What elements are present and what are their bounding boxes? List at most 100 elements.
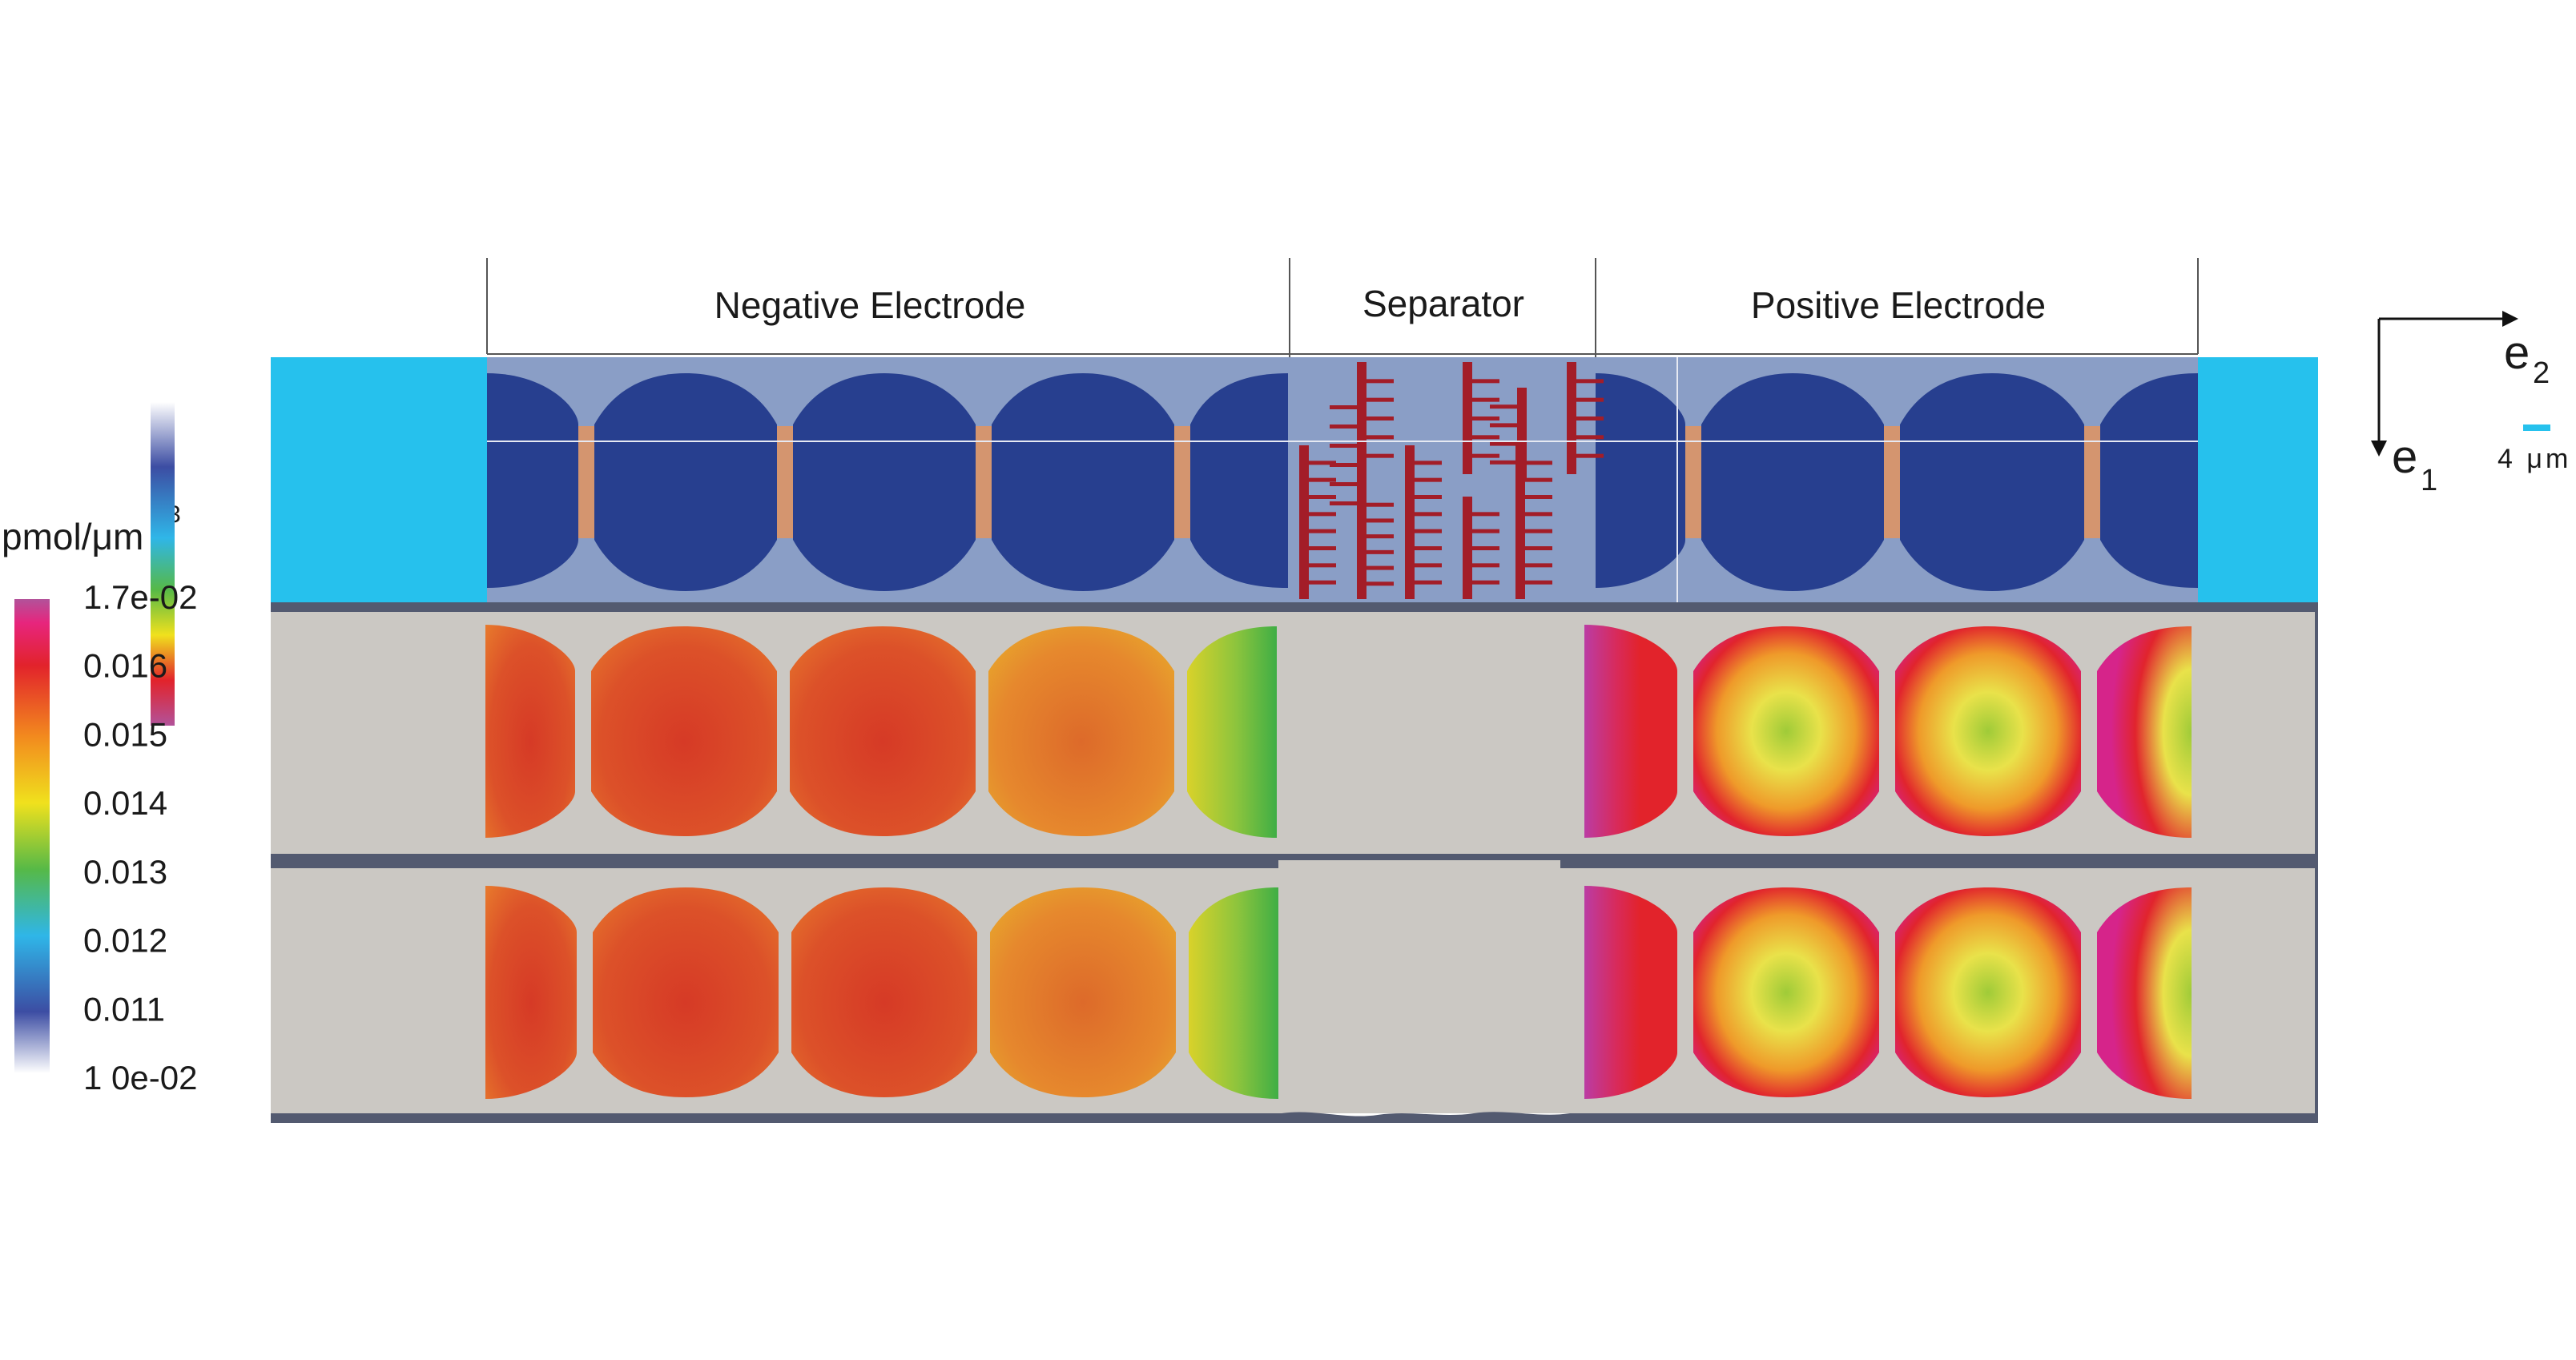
- binder-bridge: [2084, 426, 2100, 538]
- binder-bridge: [1685, 426, 1701, 538]
- colorbar-tick-label: 0.015: [83, 715, 167, 753]
- binder-bridge: [578, 426, 594, 538]
- separator-fiber-barb: [1330, 405, 1357, 409]
- binder-bridge: [777, 426, 793, 538]
- positive-particle-conc: [2097, 626, 2192, 838]
- separator-fiber-barb: [1525, 477, 1552, 482]
- separator-fiber: [1463, 497, 1472, 599]
- negative-particle: [992, 373, 1174, 591]
- scale-bar-label: 4 μm: [2498, 444, 2571, 474]
- separator-fiber-barb: [1366, 549, 1394, 554]
- colorbar-tick-labels: 1.7e-02 0.016 0.015 0.014 0.013 0.012 0.011 1 0…: [83, 578, 197, 1096]
- separator-fiber-barb: [1490, 460, 1517, 465]
- separator-fiber-barb: [1366, 379, 1394, 384]
- negative-electrode-label: Negative Electrode: [714, 284, 1026, 326]
- separator-fiber: [1515, 445, 1525, 599]
- colorbar-unit: pmol/μm: [2, 516, 143, 557]
- binder-bridge: [976, 426, 992, 538]
- separator-fiber-barb: [1576, 416, 1604, 420]
- separator-fiber-barb: [1415, 512, 1442, 517]
- colorbar-tick-label: 1.7e-02: [83, 578, 197, 616]
- binder-bridge: [1174, 426, 1190, 538]
- separator-fiber-barb: [1576, 379, 1604, 384]
- negative-particle: [487, 373, 578, 588]
- panel-bottom-edge: [1560, 854, 2318, 868]
- separator-fiber-barb: [1472, 453, 1499, 458]
- separator-fiber-barb: [1415, 529, 1442, 533]
- separator-fiber-barb: [1576, 453, 1604, 458]
- colorbar-unit-base: pmol/μm: [2, 516, 143, 557]
- panel-bottom-edge: [271, 854, 1278, 868]
- separator-fiber-barb: [1472, 416, 1499, 420]
- negative-particle: [594, 373, 777, 591]
- separator-fiber-barb: [1366, 565, 1394, 570]
- separator-fiber-barb: [1366, 416, 1394, 420]
- separator-fiber-barb: [1472, 379, 1499, 384]
- separator-fiber: [1405, 445, 1415, 599]
- colorbar-tick-label: 0.013: [83, 853, 167, 891]
- negative-particle-conc: [1189, 887, 1278, 1099]
- positive-electrode-label: Positive Electrode: [1751, 284, 2046, 326]
- colorbar: pmol/μm 3 1.7e-020.0160.0150.0140.0130.0…: [2, 402, 197, 1096]
- section-header: Negative Electrode Separator Positive El…: [486, 258, 2199, 400]
- e1-label: e: [2392, 431, 2417, 483]
- colorbar-mini: [151, 402, 175, 726]
- positive-particle: [1900, 373, 2084, 591]
- positive-particle-conc: [1584, 625, 1677, 838]
- negative-particle-conc: [1187, 626, 1277, 838]
- colorbar-gradient: [14, 599, 50, 1073]
- colorbar-tick-label: 0.011: [83, 990, 165, 1028]
- separator-fiber-barb: [1525, 580, 1552, 585]
- separator-fiber-barb: [1330, 482, 1357, 486]
- binder-bridge: [1884, 426, 1900, 538]
- negative-particle: [793, 373, 976, 591]
- separator-fiber-barb: [1415, 546, 1442, 550]
- current-collector-left: [271, 357, 487, 602]
- current-collector-right: [2198, 357, 2318, 602]
- separator-fiber-barb: [1415, 580, 1442, 585]
- negative-particle-conc: [485, 886, 577, 1099]
- separator-fiber-barb: [1472, 435, 1499, 440]
- separator-fiber-barb: [1525, 546, 1552, 550]
- colorbar-tick-label: 0.014: [83, 784, 167, 822]
- e1-arrow-icon: [2371, 441, 2387, 457]
- negative-particle: [1190, 373, 1288, 588]
- separator-fiber-barb: [1472, 563, 1499, 568]
- e2-label: e: [2504, 327, 2530, 379]
- separator-fiber: [1517, 388, 1527, 481]
- negative-particle-conc: [990, 887, 1176, 1097]
- scale-bar: [2523, 424, 2550, 431]
- colorbar-tick-label: 1 0e-02: [83, 1059, 197, 1096]
- separator-fiber-barb: [1309, 512, 1336, 517]
- separator-fiber-barb: [1309, 529, 1336, 533]
- separator-fiber-barb: [1525, 461, 1552, 465]
- separator-fiber-barb: [1330, 501, 1357, 505]
- positive-particle: [1596, 373, 1685, 588]
- separator-fiber-barb: [1525, 529, 1552, 533]
- separator-fiber-barb: [1472, 512, 1499, 517]
- panel-bottom-edge: [1278, 854, 1560, 860]
- positive-particle-conc: [1584, 886, 1677, 1099]
- separator-fiber-barb: [1309, 580, 1336, 585]
- separator-label: Separator: [1362, 283, 1524, 324]
- separator-fiber-barb: [1490, 423, 1517, 428]
- separator-fiber-barb: [1472, 580, 1499, 585]
- positive-particle-conc: [2097, 887, 2192, 1099]
- separator-fiber-barb: [1415, 461, 1442, 465]
- separator-fiber-barb: [1525, 563, 1552, 568]
- separator-fiber-barb: [1330, 444, 1357, 448]
- negative-particle-conc: [591, 626, 777, 836]
- e1-subscript: 1: [2421, 464, 2437, 497]
- positive-particle-conc: [1895, 887, 2081, 1097]
- separator-fiber-barb: [1472, 397, 1499, 402]
- separator-fiber: [1357, 388, 1366, 522]
- geometry-panel: [271, 357, 2318, 612]
- negative-particle-conc: [988, 626, 1174, 836]
- separator-fiber-barb: [1366, 397, 1394, 402]
- separator-fiber: [1463, 362, 1472, 474]
- separator-fiber-barb: [1525, 512, 1552, 517]
- colorbar-tick-label: 0.012: [83, 922, 167, 960]
- panel-bottom-edge: [271, 1112, 2318, 1123]
- separator-fiber-barb: [1309, 495, 1336, 499]
